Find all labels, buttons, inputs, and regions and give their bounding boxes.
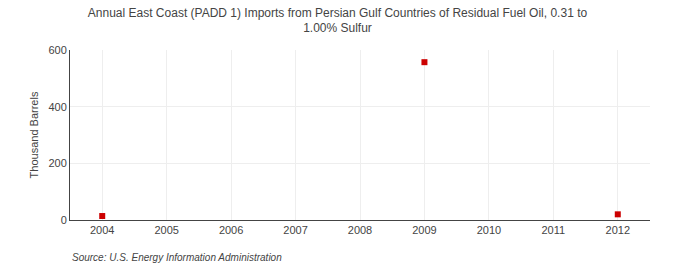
- svg-text:2007: 2007: [283, 224, 307, 236]
- svg-text:2008: 2008: [348, 224, 372, 236]
- svg-text:2006: 2006: [219, 224, 243, 236]
- svg-text:Annual East Coast (PADD 1) Imp: Annual East Coast (PADD 1) Imports from …: [88, 6, 588, 36]
- svg-text:2011: 2011: [542, 224, 566, 236]
- svg-text:400: 400: [48, 101, 66, 113]
- svg-text:2009: 2009: [412, 224, 436, 236]
- svg-text:200: 200: [48, 157, 66, 169]
- svg-text:0: 0: [61, 214, 67, 226]
- svg-text:2012: 2012: [606, 224, 630, 236]
- svg-text:600: 600: [48, 44, 66, 56]
- svg-text:2010: 2010: [477, 224, 501, 236]
- svg-text:2004: 2004: [90, 224, 114, 236]
- svg-text:Source: U.S. Energy Informatio: Source: U.S. Energy Information Administ…: [72, 252, 282, 263]
- svg-text:2005: 2005: [154, 224, 178, 236]
- svg-text:Thousand Barrels: Thousand Barrels: [28, 91, 40, 178]
